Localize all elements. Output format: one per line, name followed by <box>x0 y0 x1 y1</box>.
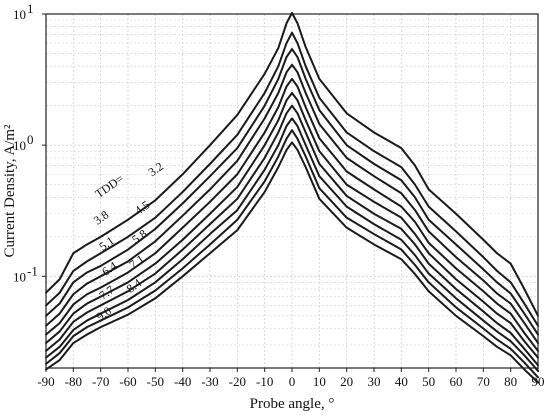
x-tick-label: -30 <box>201 374 218 389</box>
series-line-3-2 <box>45 11 539 317</box>
curve-label: 7.1 <box>126 252 146 272</box>
x-tick-label: -50 <box>147 374 164 389</box>
series-line-4-5 <box>45 48 539 336</box>
x-tick-label: 60 <box>450 374 463 389</box>
x-tick-label: 40 <box>395 374 408 389</box>
series-line-9-0 <box>45 141 539 384</box>
x-tick-label: 10 <box>313 374 326 389</box>
x-tick-label: -80 <box>65 374 82 389</box>
tdd-prefix-label: TDD= <box>92 171 126 201</box>
curve-label: 3.2 <box>146 159 166 179</box>
x-tick-label: -70 <box>92 374 109 389</box>
x-tick-label: 80 <box>504 374 517 389</box>
series-line-5-8 <box>45 77 539 352</box>
x-axis-label: Probe angle, ° <box>250 396 335 412</box>
x-tick-label: -10 <box>256 374 273 389</box>
series-line-8-4 <box>45 129 539 379</box>
y-tick-exponent: 0 <box>27 132 34 147</box>
y-tick-exponent: -1 <box>27 263 38 278</box>
x-tick-label: -40 <box>174 374 191 389</box>
y-tick-label: 10 <box>13 269 26 284</box>
x-tick-label: -20 <box>229 374 246 389</box>
x-tick-label: 90 <box>532 374 545 389</box>
y-tick-exponent: 1 <box>27 1 34 16</box>
x-axis-ticks: -90 -80 -70 -60 -50 -40 -30 -20 -10 0 10 20 30 40 50 60… <box>37 368 545 389</box>
series-line-3-8 <box>45 31 539 327</box>
x-tick-label: 50 <box>422 374 435 389</box>
x-tick-label: 30 <box>368 374 381 389</box>
series-line-5-1 <box>45 63 539 345</box>
curve-label: 3.8 <box>91 207 111 227</box>
y-axis-label: Current Density, A/m² <box>2 124 18 258</box>
curve-label: 5.8 <box>129 226 149 246</box>
x-tick-label: -90 <box>37 374 54 389</box>
x-tick-label: -60 <box>119 374 136 389</box>
series-lines <box>45 11 539 384</box>
x-tick-label: 0 <box>289 374 296 389</box>
y-tick-label: 10 <box>13 7 26 22</box>
series-line-7-7 <box>45 117 539 372</box>
series-line-7-1 <box>45 104 539 367</box>
x-tick-label: 20 <box>340 374 353 389</box>
series-line-6-4 <box>45 91 539 359</box>
x-tick-label: 70 <box>477 374 490 389</box>
y-tick-label: 10 <box>13 138 26 153</box>
